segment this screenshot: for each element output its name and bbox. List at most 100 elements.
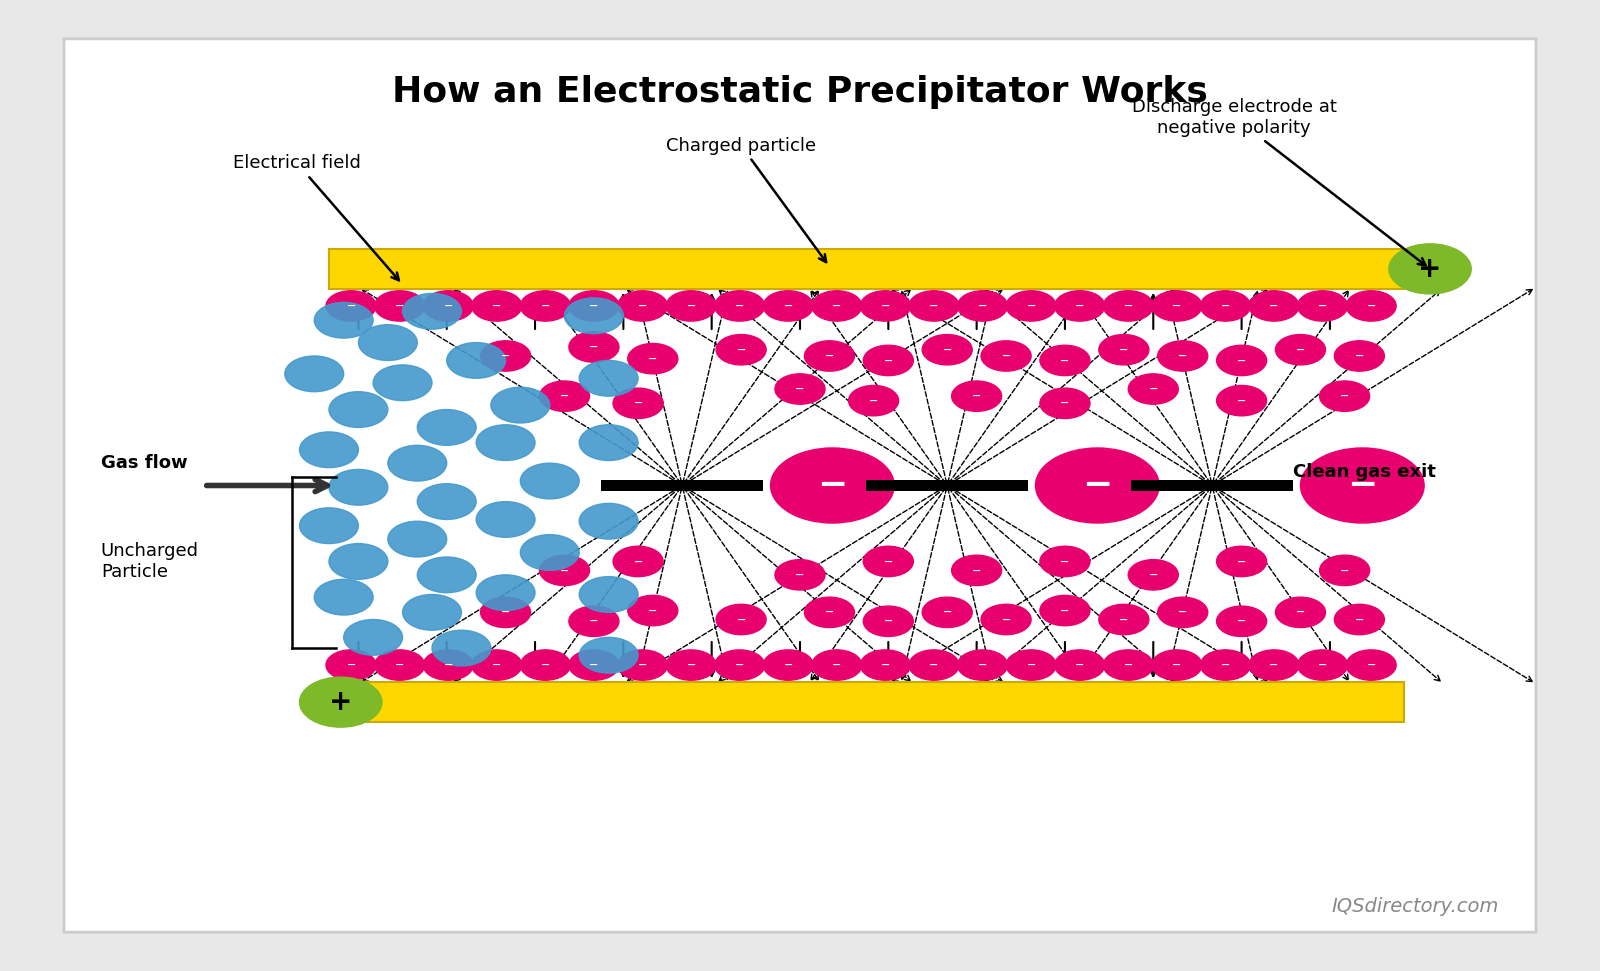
Bar: [602, 480, 763, 491]
Text: How an Electrostatic Precipitator Works: How an Electrostatic Precipitator Works: [392, 75, 1208, 109]
Circle shape: [618, 290, 667, 321]
Text: Electrical field: Electrical field: [234, 154, 398, 281]
Circle shape: [358, 324, 418, 360]
Text: −: −: [1347, 468, 1378, 503]
Circle shape: [520, 650, 570, 681]
Circle shape: [422, 290, 474, 321]
Circle shape: [314, 302, 373, 338]
Circle shape: [1099, 335, 1149, 365]
Text: −: −: [1178, 351, 1187, 361]
Circle shape: [1301, 448, 1424, 523]
Bar: [1131, 480, 1293, 491]
Text: −: −: [795, 570, 805, 580]
Circle shape: [1275, 597, 1325, 627]
Text: −: −: [1118, 345, 1128, 354]
Text: −: −: [1061, 556, 1070, 566]
Text: −: −: [589, 301, 598, 311]
Circle shape: [422, 650, 474, 681]
Text: −: −: [1318, 660, 1328, 670]
Circle shape: [909, 290, 958, 321]
Circle shape: [520, 290, 570, 321]
Circle shape: [922, 597, 973, 627]
Circle shape: [330, 469, 387, 505]
Circle shape: [374, 650, 424, 681]
Circle shape: [579, 637, 638, 673]
Circle shape: [570, 606, 619, 636]
Circle shape: [1158, 597, 1208, 627]
Circle shape: [771, 448, 894, 523]
Text: −: −: [883, 617, 893, 626]
Circle shape: [480, 341, 531, 371]
Circle shape: [627, 344, 678, 374]
Circle shape: [763, 290, 813, 321]
Circle shape: [613, 547, 662, 577]
Text: −: −: [784, 301, 794, 311]
Circle shape: [472, 650, 522, 681]
Circle shape: [952, 555, 1002, 586]
Circle shape: [805, 597, 854, 627]
Circle shape: [717, 604, 766, 635]
Text: −: −: [880, 301, 890, 311]
Text: −: −: [734, 301, 744, 311]
Circle shape: [715, 650, 765, 681]
Text: −: −: [541, 660, 550, 670]
Circle shape: [1334, 341, 1384, 371]
Text: −: −: [1123, 660, 1133, 670]
Text: −: −: [638, 660, 646, 670]
Text: −: −: [443, 660, 453, 670]
Circle shape: [864, 547, 914, 577]
Circle shape: [403, 293, 461, 329]
Circle shape: [957, 290, 1008, 321]
Circle shape: [1250, 290, 1299, 321]
Circle shape: [446, 343, 506, 379]
Text: −: −: [560, 565, 570, 576]
Circle shape: [387, 446, 446, 481]
Circle shape: [1054, 650, 1104, 681]
Text: −: −: [1061, 355, 1070, 365]
Text: −: −: [1237, 556, 1246, 566]
Circle shape: [1216, 547, 1267, 577]
Text: −: −: [1237, 617, 1246, 626]
Circle shape: [1320, 381, 1370, 412]
Circle shape: [1104, 650, 1154, 681]
Circle shape: [539, 555, 589, 586]
Text: −: −: [493, 301, 501, 311]
Circle shape: [299, 432, 358, 468]
Text: −: −: [1339, 391, 1349, 401]
Circle shape: [520, 463, 579, 499]
Text: −: −: [942, 345, 952, 354]
Text: −: −: [686, 301, 696, 311]
Text: −: −: [1118, 615, 1128, 624]
Circle shape: [299, 508, 358, 544]
Text: Uncharged
Particle: Uncharged Particle: [101, 542, 198, 581]
Text: −: −: [589, 342, 598, 352]
Circle shape: [1152, 290, 1202, 321]
Text: −: −: [818, 468, 848, 503]
Circle shape: [1040, 595, 1090, 625]
Circle shape: [861, 290, 910, 321]
Circle shape: [403, 594, 461, 630]
Text: −: −: [880, 660, 890, 670]
Text: −: −: [869, 395, 878, 406]
Circle shape: [1006, 650, 1056, 681]
Text: −: −: [1221, 301, 1230, 311]
Circle shape: [539, 381, 589, 412]
Text: −: −: [560, 391, 570, 401]
Text: −: −: [978, 660, 987, 670]
Text: −: −: [443, 301, 453, 311]
Text: −: −: [648, 353, 658, 364]
Text: −: −: [784, 660, 794, 670]
Circle shape: [922, 335, 973, 365]
Circle shape: [1040, 547, 1090, 577]
Circle shape: [981, 604, 1030, 635]
Text: −: −: [1221, 660, 1230, 670]
Circle shape: [666, 290, 717, 321]
Circle shape: [1298, 650, 1347, 681]
Circle shape: [613, 388, 662, 419]
Text: −: −: [493, 660, 501, 670]
Text: −: −: [589, 660, 598, 670]
Text: −: −: [1178, 607, 1187, 618]
Text: −: −: [1237, 395, 1246, 406]
Circle shape: [805, 341, 854, 371]
Text: −: −: [346, 660, 355, 670]
